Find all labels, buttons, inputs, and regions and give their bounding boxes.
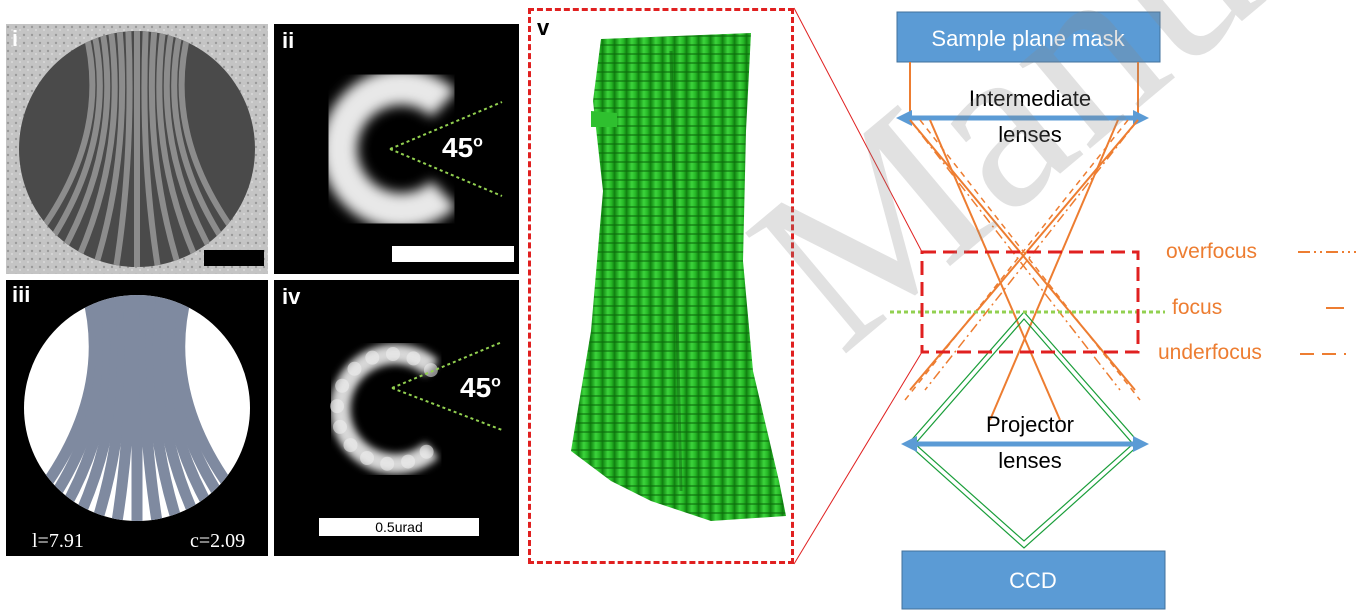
panel-iii-param-l: l=7.91	[32, 530, 84, 552]
panel-i-sem-image	[6, 24, 268, 274]
panel-iv-angle: 45o	[460, 372, 501, 403]
panel-iii-label: iii	[12, 282, 31, 307]
panel-ii-label: ii	[282, 28, 295, 53]
intermediate-label-1: Intermediate	[969, 86, 1091, 111]
panel-ii-ring	[321, 69, 457, 229]
projector-label-2: lenses	[998, 448, 1062, 473]
panel-iii-param-c: c=2.09	[190, 530, 246, 552]
panel-ii-scalebar	[392, 246, 514, 262]
panel-iv-label: iv	[282, 284, 301, 309]
panel-iii-hologram	[24, 295, 250, 521]
sample-mask-box	[896, 11, 1161, 63]
ccd-label: CCD	[1009, 568, 1057, 593]
panel-v-label: v	[537, 15, 550, 40]
panel-i: i	[6, 24, 268, 274]
panel-v: v	[528, 8, 794, 564]
panel-ii-angle: 45o	[442, 132, 483, 163]
legend-underfocus: underfocus	[1158, 341, 1262, 364]
panel-iv-scalebar	[319, 518, 479, 536]
legend-overfocus: overfocus	[1166, 240, 1257, 263]
ccd-box	[901, 550, 1166, 610]
intermediate-label-2: lenses	[998, 122, 1062, 147]
focus-region-box	[920, 250, 1140, 354]
panel-i-label: i	[12, 26, 19, 51]
panel-iv: iv 45o 0.5urad	[274, 280, 519, 556]
panel-v-3d-render	[571, 33, 786, 521]
projector-label-1: Projector	[986, 412, 1074, 437]
panel-iii: iii l=7.91 c=2.09	[6, 280, 268, 556]
legend-focus: focus	[1172, 296, 1222, 319]
sample-mask-label: Sample plane mask	[931, 26, 1125, 51]
panel-ii: ii 45o	[274, 24, 519, 274]
panel-i-scalebar	[204, 250, 264, 266]
panel-iv-scalebar-label: 0.5urad	[375, 519, 423, 535]
